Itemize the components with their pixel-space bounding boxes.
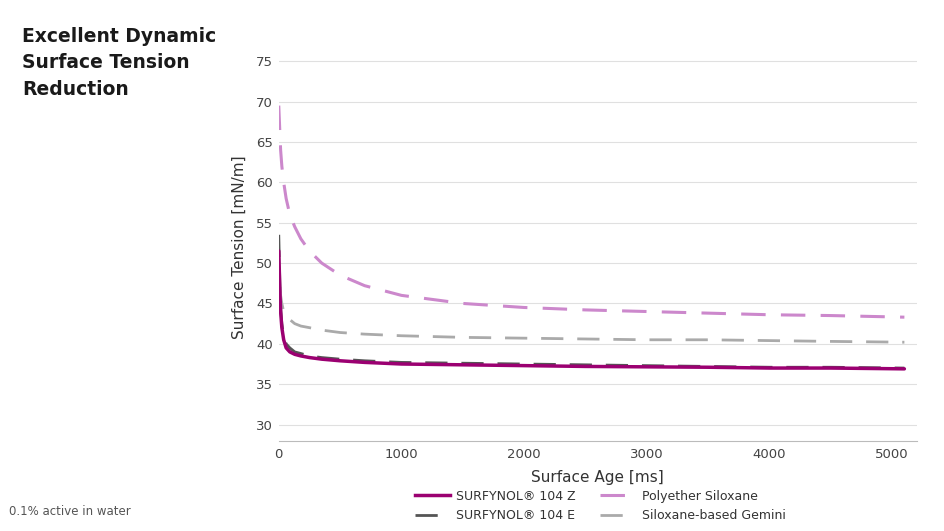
Text: 0.1% active in water: 0.1% active in water <box>9 505 131 518</box>
Y-axis label: Surface Tension [mN/m]: Surface Tension [mN/m] <box>231 155 246 339</box>
X-axis label: Surface Age [ms]: Surface Age [ms] <box>531 470 664 485</box>
Text: Excellent Dynamic
Surface Tension
Reduction: Excellent Dynamic Surface Tension Reduct… <box>23 27 216 99</box>
Legend: SURFYNOL® 104 Z, SURFYNOL® 104 E, Polyether Siloxane, Siloxane-based Gemini: SURFYNOL® 104 Z, SURFYNOL® 104 E, Polyet… <box>414 490 784 522</box>
